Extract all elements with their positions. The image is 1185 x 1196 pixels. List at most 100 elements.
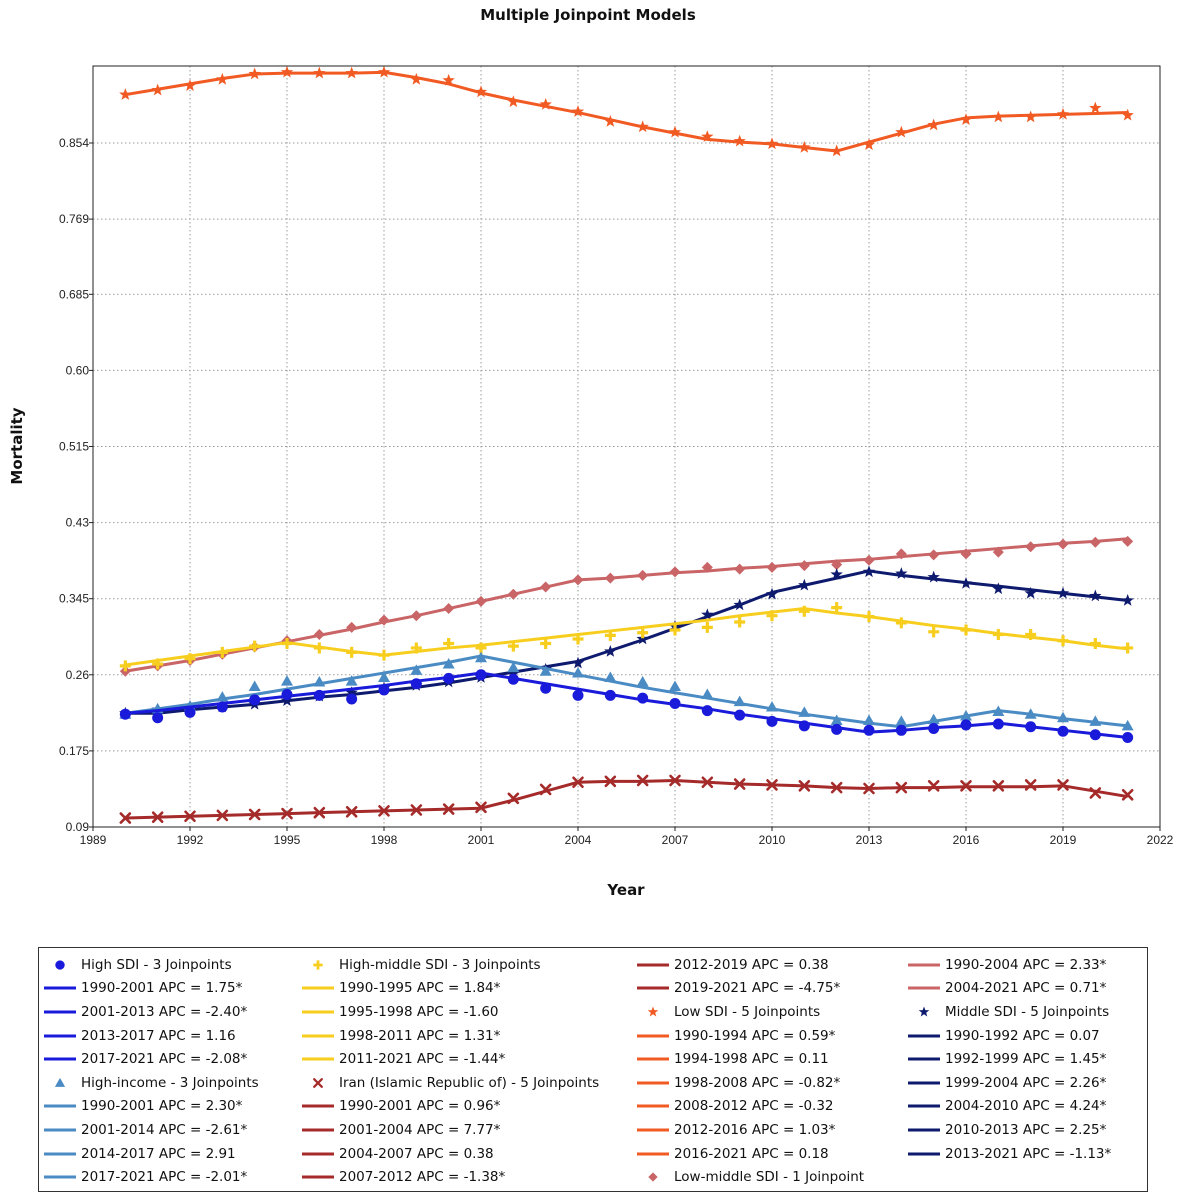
legend-symbol	[637, 986, 669, 990]
data-point-low	[862, 138, 876, 151]
legend-line-swatch	[43, 1124, 77, 1136]
legend-label: 1990-2001 APC = 1.75*	[81, 980, 243, 997]
data-point-high	[960, 719, 972, 731]
legend-line-swatch	[43, 1171, 77, 1183]
data-point-middle	[1056, 586, 1070, 599]
data-point-middle	[830, 568, 843, 580]
data-point-middle	[571, 656, 585, 669]
legend-symbol	[44, 1057, 76, 1061]
legend-symbol	[55, 960, 65, 970]
data-point-high	[798, 720, 810, 732]
data-point-iran	[701, 776, 714, 789]
legend-item: 2012-2016 APC = 1.03*	[636, 1118, 864, 1142]
data-point-middle	[992, 582, 1005, 595]
legend-label: Middle SDI - 5 Joinpoints	[945, 1003, 1110, 1020]
data-point-low-middle	[475, 595, 487, 607]
legend-line-swatch	[301, 1100, 335, 1112]
data-point-high-income	[830, 714, 843, 725]
data-point-low	[507, 95, 520, 108]
legend-symbol	[648, 1172, 658, 1182]
data-point-high-income	[539, 665, 552, 676]
data-point-low	[668, 125, 682, 138]
legend-item: Low SDI - 5 Joinpoints	[636, 1000, 864, 1024]
legend-label: 2012-2019 APC = 0.38	[674, 956, 829, 973]
data-point-high-middle	[572, 633, 584, 645]
legend-item: 1990-1995 APC = 1.84*	[301, 977, 599, 1001]
data-point-high-income	[798, 706, 811, 717]
legend-label: High-middle SDI - 3 Joinpoints	[339, 956, 541, 973]
data-point-low	[216, 72, 229, 85]
legend-label: 2004-2007 APC = 0.38	[339, 1145, 494, 1162]
legend-item: 1990-2004 APC = 2.33*	[907, 953, 1111, 977]
data-point-high-middle	[346, 646, 358, 658]
data-point-high-middle	[798, 605, 810, 617]
data-point-high-middle	[313, 642, 325, 654]
legend-label: 2001-2013 APC = -2.40*	[81, 1003, 248, 1020]
data-point-low-middle	[895, 548, 907, 560]
data-point-high	[604, 689, 616, 701]
legend-symbol	[908, 986, 940, 990]
legend-line-swatch	[636, 1077, 670, 1089]
data-point-high-income	[572, 667, 584, 678]
legend-label: High SDI - 3 Joinpoints	[81, 956, 232, 973]
legend-label: Low SDI - 5 Joinpoints	[674, 1003, 821, 1020]
data-point-low-middle	[540, 581, 552, 593]
data-point-middle	[1089, 589, 1102, 602]
data-point-middle	[701, 608, 714, 621]
data-point-low-middle	[443, 603, 455, 615]
data-point-low	[442, 73, 455, 86]
legend-marker-star	[907, 1006, 941, 1018]
legend-label: 2010-2013 APC = 2.25*	[945, 1121, 1107, 1138]
data-point-iran	[475, 801, 487, 814]
data-point-high-income	[216, 691, 229, 702]
legend-line-swatch	[43, 1053, 77, 1065]
x-tick-label: 1998	[371, 833, 398, 847]
data-point-high	[1089, 729, 1101, 741]
legend-line-swatch	[636, 1030, 670, 1042]
fitted-line-low	[125, 70, 1128, 153]
data-point-high	[346, 693, 358, 705]
data-point-middle	[507, 667, 520, 680]
data-point-high-income	[475, 651, 487, 663]
legend-symbol	[44, 986, 76, 990]
data-point-low	[1089, 101, 1102, 114]
legend-item: 2013-2017 APC = 1.16	[43, 1024, 259, 1048]
data-point-low-middle	[928, 549, 940, 561]
data-point-low	[1024, 110, 1037, 123]
data-point-high-income	[604, 671, 617, 682]
legend-item: 1990-2001 APC = 0.96*	[301, 1095, 599, 1119]
data-point-iran	[733, 778, 746, 790]
legend-symbol	[302, 1152, 334, 1156]
legend-item: 1992-1999 APC = 1.45*	[907, 1047, 1111, 1071]
data-point-high	[216, 701, 228, 713]
data-point-high	[895, 724, 907, 736]
legend-line-swatch	[636, 959, 670, 971]
data-point-low	[992, 110, 1005, 123]
legend-line-swatch	[907, 1124, 941, 1136]
data-point-high	[928, 723, 940, 735]
legend-line-swatch	[907, 982, 941, 994]
legend-label: 2019-2021 APC = -4.75*	[674, 980, 841, 997]
data-point-middle	[733, 598, 746, 611]
data-point-low	[733, 134, 746, 147]
x-tick-label: 2001	[468, 833, 495, 847]
data-point-low	[959, 113, 973, 125]
y-tick-label: 0.26	[66, 668, 90, 682]
legend-line-swatch	[301, 1124, 335, 1136]
data-point-low-middle	[734, 563, 746, 575]
legend-label: 2007-2012 APC = -1.38*	[339, 1169, 506, 1186]
data-point-middle	[959, 576, 973, 589]
x-axis-title: Year	[606, 881, 645, 899]
legend-symbol	[44, 1175, 76, 1179]
data-point-high-middle	[669, 624, 681, 636]
data-point-high	[1122, 731, 1134, 743]
data-point-high-middle	[475, 642, 487, 654]
data-point-high	[992, 718, 1004, 730]
legend-label: High-income - 3 Joinpoints	[81, 1074, 259, 1091]
data-point-middle	[604, 645, 617, 657]
data-point-iran	[572, 776, 584, 789]
legend-line-swatch	[907, 1077, 941, 1089]
legend-symbol	[637, 1152, 669, 1156]
series-high-income	[119, 651, 1134, 731]
series-low	[119, 65, 1134, 157]
